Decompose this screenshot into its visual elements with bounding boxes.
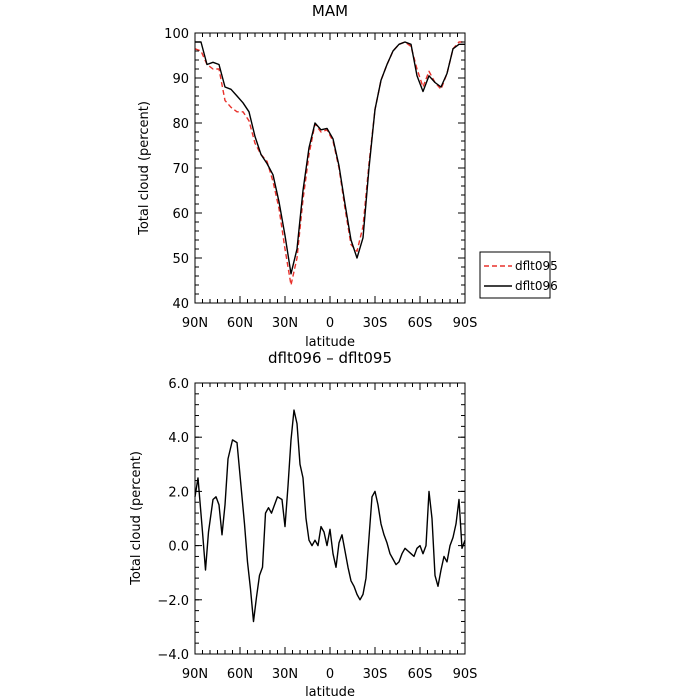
top-chart-frame bbox=[194, 32, 466, 304]
bottom-chart-title: dflt096 – dflt095 bbox=[268, 349, 392, 367]
top-chart-lines bbox=[194, 41, 465, 286]
bottom-chart-y-axis-label: Total cloud (percent) bbox=[129, 451, 144, 586]
bottom-chart-x-axis-label: latitude bbox=[305, 685, 355, 700]
bottom-chart-x-tick-label: 90S bbox=[453, 667, 478, 682]
top-chart-y-tick-label: 50 bbox=[172, 252, 189, 267]
top-chart-x-tick-label: 90N bbox=[182, 316, 208, 331]
legend-box bbox=[479, 251, 551, 299]
bottom-chart-y-tick-label: 6.0 bbox=[168, 377, 189, 392]
top-chart-ticks: 40 50 60 70 80 90 100 90N 60N 30N 0 30S 60S 90S bbox=[164, 27, 477, 331]
top-chart-x-axis-label: latitude bbox=[305, 335, 355, 350]
top-chart-y-tick-label: 40 bbox=[172, 297, 189, 312]
top-chart-x-tick-label: 60N bbox=[227, 316, 253, 331]
bottom-chart-x-tick-label: 60S bbox=[408, 667, 433, 682]
bottom-chart-y-tick-label: −4.0 bbox=[157, 648, 189, 663]
legend-label-dflt095: dflt095 bbox=[515, 259, 558, 273]
top-chart-series-line-dflt095 bbox=[194, 41, 465, 286]
bottom-chart: dflt096 – dflt095 −4.0 −2.0 0.0 2.0 4.0 6.0 90… bbox=[129, 349, 477, 700]
top-chart-y-tick-label: 70 bbox=[172, 162, 189, 177]
top-chart-x-tick-label: 0 bbox=[326, 316, 334, 331]
top-chart-y-axis-label: Total cloud (percent) bbox=[137, 101, 152, 236]
bottom-chart-frame bbox=[194, 382, 466, 655]
bottom-chart-x-tick-label: 60N bbox=[227, 667, 253, 682]
bottom-chart-ticks: −4.0 −2.0 0.0 2.0 4.0 6.0 90N 60N 30N 0 30S 60S 90S bbox=[157, 377, 477, 682]
top-chart-x-tick-label: 60S bbox=[408, 316, 433, 331]
bottom-chart-lines bbox=[194, 409, 466, 623]
bottom-chart-y-tick-label: 4.0 bbox=[168, 431, 189, 446]
top-chart-title: MAM bbox=[312, 2, 348, 20]
legend: dflt095 dflt096 bbox=[479, 251, 558, 299]
bottom-chart-x-tick-label: 90N bbox=[182, 667, 208, 682]
top-chart-y-tick-label: 60 bbox=[172, 207, 189, 222]
top-chart: MAM 40 50 60 70 80 90 100 90N 60N 30N 0 30S 60S 90S l… bbox=[137, 2, 477, 350]
bottom-chart-series-line-0 bbox=[194, 409, 466, 623]
top-chart-x-tick-label: 30N bbox=[272, 316, 298, 331]
bottom-chart-x-tick-label: 30N bbox=[272, 667, 298, 682]
top-chart-y-tick-label: 100 bbox=[164, 27, 189, 42]
top-chart-series-line-dflt096 bbox=[195, 41, 465, 275]
top-chart-x-tick-label: 30S bbox=[363, 316, 388, 331]
legend-label-dflt096: dflt096 bbox=[515, 279, 558, 293]
bottom-chart-x-tick-label: 0 bbox=[326, 667, 334, 682]
bottom-chart-x-tick-label: 30S bbox=[363, 667, 388, 682]
top-chart-y-tick-label: 80 bbox=[172, 117, 189, 132]
top-chart-x-tick-label: 90S bbox=[453, 316, 478, 331]
top-chart-y-tick-label: 90 bbox=[172, 72, 189, 87]
bottom-chart-y-tick-label: −2.0 bbox=[157, 594, 189, 609]
bottom-chart-y-tick-label: 0.0 bbox=[168, 540, 189, 555]
bottom-chart-y-tick-label: 2.0 bbox=[168, 485, 189, 500]
